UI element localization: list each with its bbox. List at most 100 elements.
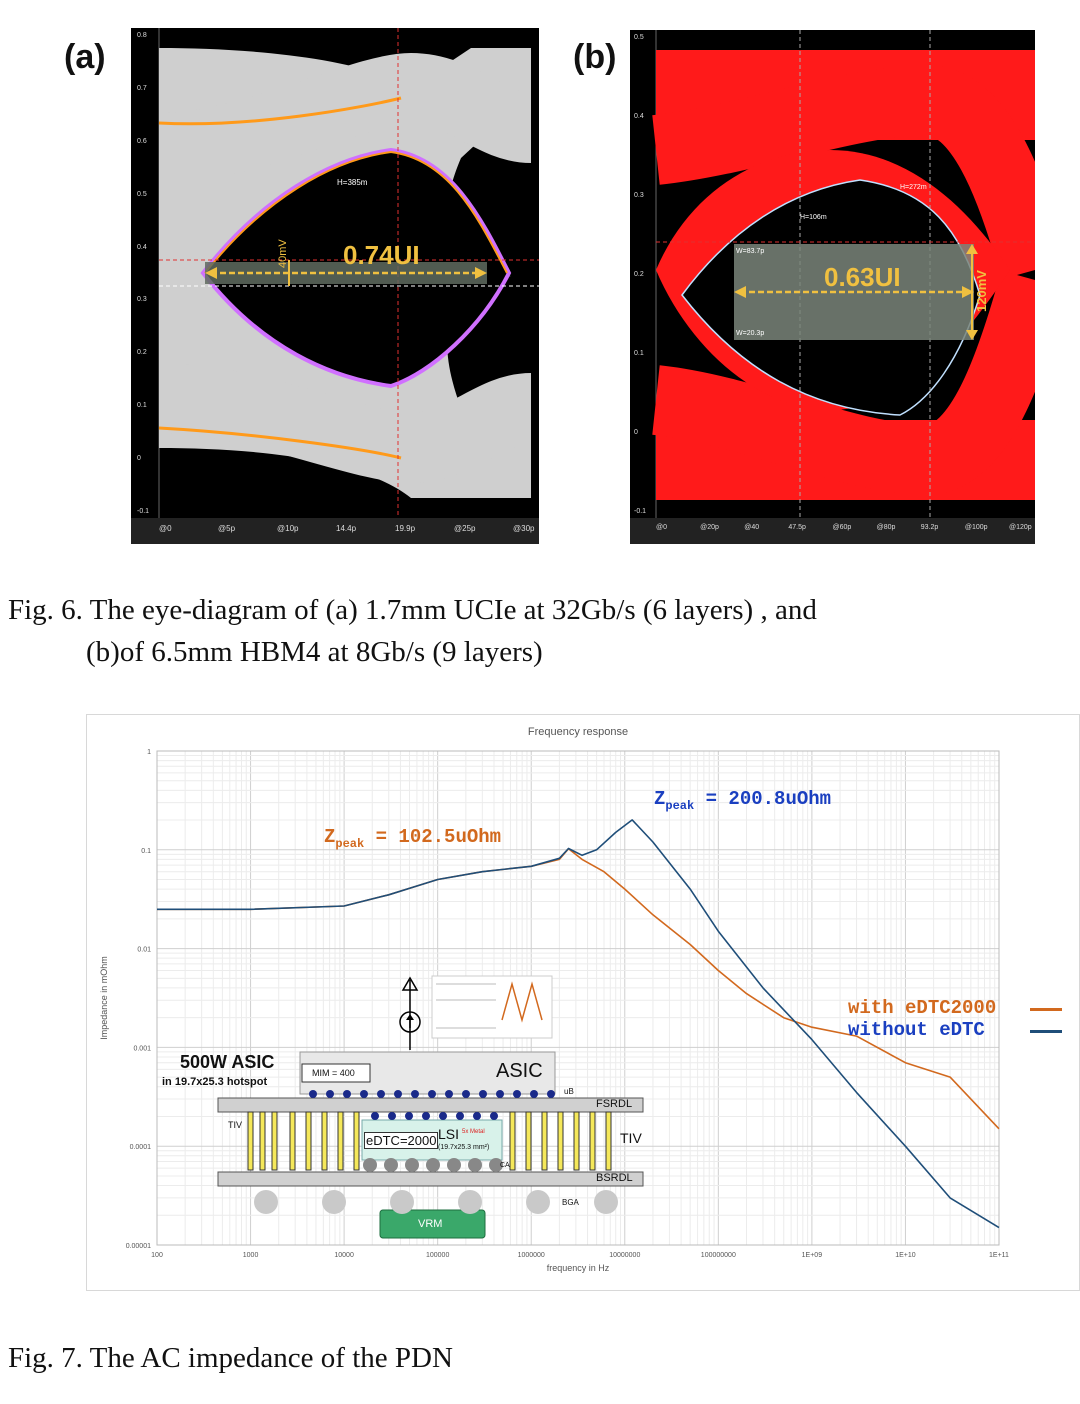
microbump [405,1112,413,1120]
zpeak-with-value: = 102.5uOhm [375,826,502,848]
eye-a-x-tick: @0 [159,524,172,533]
eye-a-mv-measure: 40mV [277,239,289,268]
microbump [496,1090,504,1098]
bga-ball [254,1190,278,1214]
eye-a-x-tick: @30p [513,524,535,533]
eye-b-width-annot-1: W=83.7p [736,248,765,255]
microbump [394,1090,402,1098]
c4-bump [489,1158,503,1172]
y-tick-label: 1 [147,749,151,756]
eye-a-y-tick: 0.8 [137,32,147,39]
inset-fsrdl-label: FSRDL [596,1098,633,1110]
legend-without-edtc-swatch [1030,1030,1062,1033]
eye-a-xaxis: @0 @5p @10p 14.4p 19.9p @25p @30p [159,522,539,538]
microbump [377,1090,385,1098]
c4-bump [384,1158,398,1172]
eye-a-y-tick: 0.3 [137,296,147,304]
eye-b-x-tick: 47.5p [788,524,806,531]
zpeak-without-symbol: Z [654,788,666,810]
eye-b-height-annot-2: H=106m [800,214,827,221]
eye-b-width-annot-2: W=20.3p [736,330,765,337]
microbump [479,1090,487,1098]
inset-tiv-right-label: TIV [620,1130,642,1146]
bga-ball [526,1190,550,1214]
eye-a-y-tick: 0.6 [137,137,147,145]
y-axis-label: Impedance in mOhm [99,956,109,1040]
c4-bump [468,1158,482,1172]
eye-a-y-tick: -0.1 [137,508,150,515]
zpeak-without-sub: peak [665,798,695,813]
microbump [513,1090,521,1098]
legend-with-edtc: with eDTC2000 [848,997,996,1019]
y-tick-label: 0.1 [141,848,151,855]
eye-b-y-tick: 0.3 [634,192,644,199]
microbump [388,1112,396,1120]
package-cross-section-inset: 500W ASIC in 19.7x25.3 hotspot MIM = 400… [162,970,650,1245]
frequency-response-chart: Frequency response frequency in Hz Impedan… [86,714,1080,1291]
eye-b-x-tick: @0 [656,524,667,531]
series-line-without-edtc [157,819,1000,1229]
eye-a-y-tick: 0 [137,455,141,463]
c4-bump [405,1158,419,1172]
eye-b-x-tick: 93.2p [920,524,939,531]
c4-bump [447,1158,461,1172]
x-tick-label: 1E+11 [989,1252,1009,1259]
x-tick-label: 100000 [426,1252,449,1259]
eye-a-y-tick: 0.2 [137,349,147,357]
zpeak-without-annotation: Zpeak = 200.8uOhm [654,788,831,813]
bga-ball [594,1190,618,1214]
x-tick-label: 1E+09 [802,1252,823,1259]
microbump [371,1112,379,1120]
bump-dots [170,970,650,1245]
eye-b-height-annot-1: H=272m [900,184,927,191]
eye-a-y-tick: 0.5 [137,190,147,198]
eye-b-y-tick: 0.5 [634,34,644,41]
eye-a-x-tick: @25p [454,524,476,533]
inset-asic-label: ASIC [496,1060,543,1082]
inset-subtitle: in 19.7x25.3 hotspot [162,1076,268,1088]
zpeak-without-value: = 200.8uOhm [705,788,832,810]
x-tick-label: 1E+10 [895,1252,916,1259]
y-tick-label: 0.0001 [130,1144,152,1151]
eye-a-x-tick: 14.4p [336,524,357,533]
eye-b-y-tick: 0.1 [634,350,644,357]
inset-bga-label: BGA [562,1198,579,1207]
x-tick-label: 10000 [334,1252,354,1259]
fig6-caption-line2: (b)of 6.5mm HBM4 at 8Gb/s (9 layers) [86,636,543,668]
c4-bump [363,1158,377,1172]
zpeak-with-sub: peak [335,836,365,851]
y-tick-label: 0.01 [137,947,151,954]
microbump [309,1090,317,1098]
x-tick-label: 100 [151,1252,163,1259]
eye-a-height-annot: H=385m [337,178,368,187]
zpeak-with-annotation: Zpeak = 102.5uOhm [324,826,501,851]
eye-b-x-tick: @40 [744,524,760,531]
x-tick-label: 1000 [243,1252,259,1259]
eye-a-yaxis: 0.8 0.7 0.6 0.5 0.4 0.3 0.2 0.1 0 -0.1 [137,28,159,518]
x-tick-label: 1000000 [518,1252,545,1259]
eye-b-y-tick: 0 [634,429,638,436]
eye-b-x-tick: @60p [832,524,852,531]
c4-bump [426,1158,440,1172]
panel-b-label: (b) [573,38,617,76]
plot-area [156,750,1000,1246]
inset-lsi-size-label: (19.7x25.3 mm²) [438,1144,490,1151]
eye-a-y-tick: 0.7 [137,84,147,92]
microbump [360,1090,368,1098]
frequency-response-svg: Frequency response frequency in Hz Impedan… [99,726,1009,1273]
eye-b-x-tick: @20p [700,524,719,531]
inset-title: 500W ASIC [180,1052,275,1072]
bga-ball [390,1190,414,1214]
fig7-caption: Fig. 7. The AC impedance of the PDN [8,1342,453,1374]
eye-b-y-tick: -0.1 [634,508,647,515]
eye-b-yaxis: 0.5 0.4 0.3 0.2 0.1 0 -0.1 [634,30,656,518]
eye-a-y-tick: 0.1 [137,402,147,410]
x-tick-label: 10000000 [609,1252,640,1259]
chart-title: Frequency response [528,726,628,738]
microbump [343,1090,351,1098]
microbump [411,1090,419,1098]
inset-ub-label: uB [564,1087,574,1096]
eye-a-ui-measure: 0.74UI [343,240,420,270]
bga-ball [458,1190,482,1214]
microbump [326,1090,334,1098]
